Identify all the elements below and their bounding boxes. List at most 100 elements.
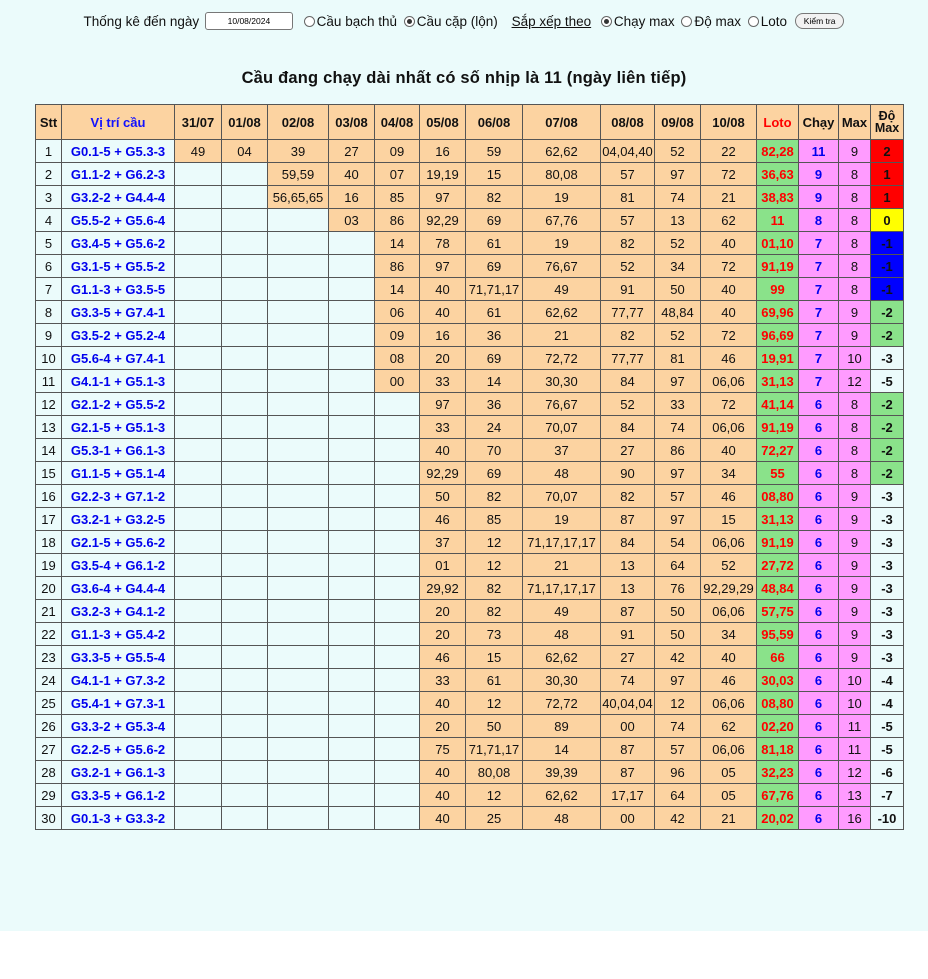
day-cell-empty [221, 806, 268, 830]
position-link[interactable]: G3.3-2 + G5.3-4 [61, 714, 175, 738]
day-cell-empty [328, 576, 375, 600]
position-link[interactable]: G5.6-4 + G7.4-1 [61, 346, 175, 370]
run-cell: 7 [798, 254, 839, 278]
day-cell: 00 [600, 714, 655, 738]
position-link[interactable]: G1.1-3 + G5.4-2 [61, 622, 175, 646]
row-number: 23 [35, 645, 62, 669]
position-link[interactable]: G3.3-5 + G7.4-1 [61, 300, 175, 324]
position-link[interactable]: G5.4-1 + G7.3-1 [61, 691, 175, 715]
day-cell: 70,07 [522, 484, 601, 508]
position-link[interactable]: G0.1-3 + G3.3-2 [61, 806, 175, 830]
day-cell: 33 [419, 668, 466, 692]
row-number: 29 [35, 783, 62, 807]
day-cell: 50 [419, 484, 466, 508]
day-cell: 46 [700, 668, 757, 692]
table-row: 6 G3.1-5 + G5.5-2 86 97 69 76,67 52 34 72 91,19 7 8… [35, 254, 904, 278]
position-link[interactable]: G2.1-2 + G5.5-2 [61, 392, 175, 416]
max-cell: 12 [838, 369, 871, 393]
day-cell: 77,77 [600, 300, 655, 324]
day-cell: 06,06 [700, 369, 757, 393]
results-table: Stt Vị trí cầu 31/07 01/08 02/08 03/08 0… [35, 104, 904, 830]
position-link[interactable]: G3.2-1 + G6.1-3 [61, 760, 175, 784]
run-cell: 7 [798, 300, 839, 324]
radio-sort-chay-max[interactable] [600, 15, 612, 27]
day-cell: 52 [654, 323, 701, 347]
day-cell: 72 [700, 254, 757, 278]
day-cell-empty [174, 369, 222, 393]
day-cell: 62,62 [522, 783, 601, 807]
sort-by-link[interactable]: Sắp xếp theo [511, 13, 592, 29]
row-number: 12 [35, 392, 62, 416]
day-cell: 85 [465, 507, 523, 531]
radio-sort-do-max-label[interactable]: Độ max [694, 13, 741, 29]
day-cell: 21 [700, 806, 757, 830]
radio-sort-loto[interactable] [747, 15, 759, 27]
position-link[interactable]: G3.5-4 + G6.1-2 [61, 553, 175, 577]
row-number: 30 [35, 806, 62, 830]
radio-sort-loto-label[interactable]: Loto [760, 13, 788, 29]
do-max-cell: -2 [870, 415, 904, 439]
row-number: 13 [35, 415, 62, 439]
radio-bach-thu-label[interactable]: Cầu bạch thủ [316, 13, 397, 29]
position-link[interactable]: G4.1-1 + G7.3-2 [61, 668, 175, 692]
day-cell: 77,77 [600, 346, 655, 370]
position-link[interactable]: G0.1-5 + G5.3-3 [61, 139, 175, 163]
day-cell: 97 [419, 392, 466, 416]
radio-sort-do-max[interactable] [681, 15, 693, 27]
loto-cell: 41,14 [756, 392, 799, 416]
day-cell-empty [267, 323, 329, 347]
day-cell: 25 [465, 806, 523, 830]
position-link[interactable]: G2.1-5 + G5.6-2 [61, 530, 175, 554]
position-link[interactable]: G3.2-2 + G4.4-4 [61, 185, 175, 209]
day-cell: 49 [174, 139, 222, 163]
radio-cau-cap-label[interactable]: Cầu cặp (lộn) [416, 13, 498, 29]
day-cell: 33 [419, 369, 466, 393]
position-link[interactable]: G1.1-3 + G3.5-5 [61, 277, 175, 301]
position-link[interactable]: G2.2-3 + G7.1-2 [61, 484, 175, 508]
day-cell: 57 [654, 737, 701, 761]
day-cell: 69 [465, 254, 523, 278]
day-cell-empty [174, 208, 222, 232]
position-link[interactable]: G3.3-5 + G6.1-2 [61, 783, 175, 807]
radio-cau-cap[interactable] [403, 15, 415, 27]
header-date: 03/08 [328, 104, 375, 140]
do-max-cell: -2 [870, 438, 904, 462]
table-row: 18 G2.1-5 + G5.6-2 37 12 71,17,17,17 84 54 06,0… [35, 530, 904, 554]
day-cell: 86 [654, 438, 701, 462]
radio-sort-chay-max-label[interactable]: Chạy max [613, 13, 675, 29]
table-row: 12 G2.1-2 + G5.5-2 97 36 76,67 52 33 72 41,14 6 8-… [35, 392, 904, 416]
max-cell: 9 [838, 553, 871, 577]
position-link[interactable]: G1.1-5 + G5.1-4 [61, 461, 175, 485]
position-link[interactable]: G2.2-5 + G5.6-2 [61, 737, 175, 761]
day-cell: 82 [600, 484, 655, 508]
position-link[interactable]: G5.5-2 + G5.6-4 [61, 208, 175, 232]
day-cell: 09 [374, 323, 420, 347]
day-cell-empty [174, 438, 222, 462]
date-input[interactable] [204, 12, 293, 30]
position-link[interactable]: G2.1-5 + G5.1-3 [61, 415, 175, 439]
table-row: 4 G5.5-2 + G5.6-4 03 86 92,29 69 67,76 57 13 62 11… [35, 208, 904, 232]
position-link[interactable]: G3.1-5 + G5.5-2 [61, 254, 175, 278]
position-link[interactable]: G3.2-3 + G4.1-2 [61, 599, 175, 623]
day-cell-empty [267, 208, 329, 232]
position-link[interactable]: G3.2-1 + G3.2-5 [61, 507, 175, 531]
position-link[interactable]: G3.5-2 + G5.2-4 [61, 323, 175, 347]
day-cell-empty [174, 668, 222, 692]
header-date: 09/08 [654, 104, 701, 140]
loto-cell: 30,03 [756, 668, 799, 692]
day-cell: 74 [654, 185, 701, 209]
max-cell: 9 [838, 507, 871, 531]
position-link[interactable]: G3.3-5 + G5.5-4 [61, 645, 175, 669]
day-cell: 46 [700, 484, 757, 508]
position-link[interactable]: G4.1-1 + G5.1-3 [61, 369, 175, 393]
day-cell: 84 [600, 369, 655, 393]
position-link[interactable]: G3.6-4 + G4.4-4 [61, 576, 175, 600]
position-link[interactable]: G5.3-1 + G6.1-3 [61, 438, 175, 462]
do-max-cell: -2 [870, 323, 904, 347]
radio-bach-thu[interactable] [303, 15, 315, 27]
max-cell: 9 [838, 599, 871, 623]
check-button[interactable]: Kiểm tra [794, 13, 845, 29]
position-link[interactable]: G3.4-5 + G5.6-2 [61, 231, 175, 255]
position-link[interactable]: G1.1-2 + G6.2-3 [61, 162, 175, 186]
run-cell: 6 [798, 599, 839, 623]
